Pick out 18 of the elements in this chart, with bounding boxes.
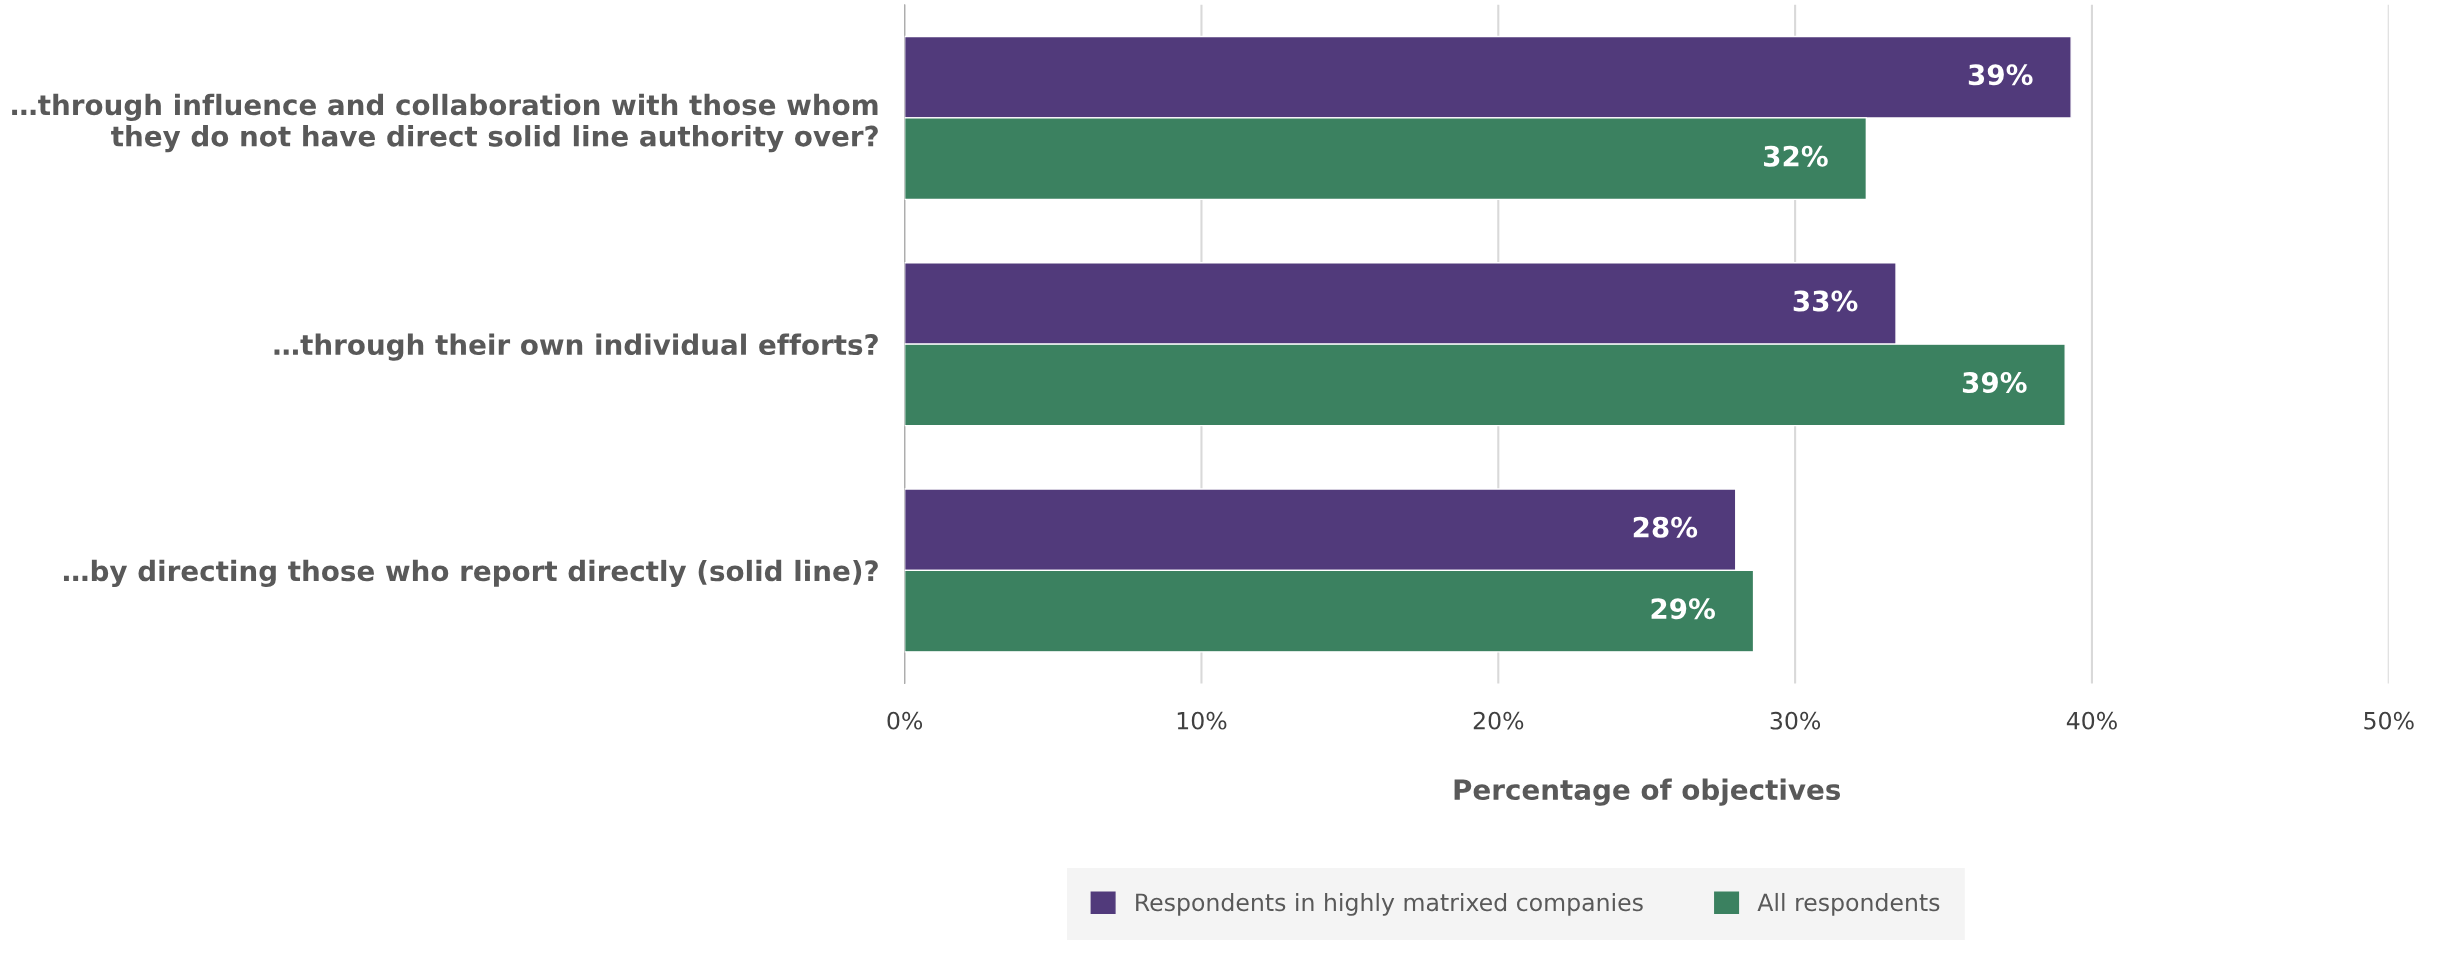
x-tick-label: 40%: [2066, 711, 2117, 730]
x-tick-label: 10%: [1177, 711, 1227, 730]
y-tick-label: …by directing those who report directly (solid line)?: [63, 559, 878, 587]
x-axis-title: Percentage of objectives: [1454, 778, 1841, 806]
data-label: 28%: [1633, 516, 1698, 538]
data-label: 33%: [1793, 290, 1858, 312]
legend-label: Respondents in highly matrixed companies: [1136, 892, 1643, 916]
x-tick-label: 0%: [887, 711, 923, 730]
x-tick-label: 50%: [2364, 711, 2414, 730]
legend-label: All respondents: [1757, 892, 1940, 916]
data-label: 39%: [1962, 371, 2027, 393]
data-label: 29%: [1651, 598, 1715, 620]
data-label: 39%: [1968, 64, 2033, 86]
x-tick-label: 30%: [1770, 711, 1821, 730]
y-tick-label: …through influence and collaboration with those whom they do not have direct solid line authority over?: [12, 93, 878, 153]
data-label: 32%: [1764, 145, 1828, 167]
x-tick-label: 20%: [1473, 711, 1524, 730]
y-tick-label: …through their own individual efforts?: [274, 333, 878, 361]
